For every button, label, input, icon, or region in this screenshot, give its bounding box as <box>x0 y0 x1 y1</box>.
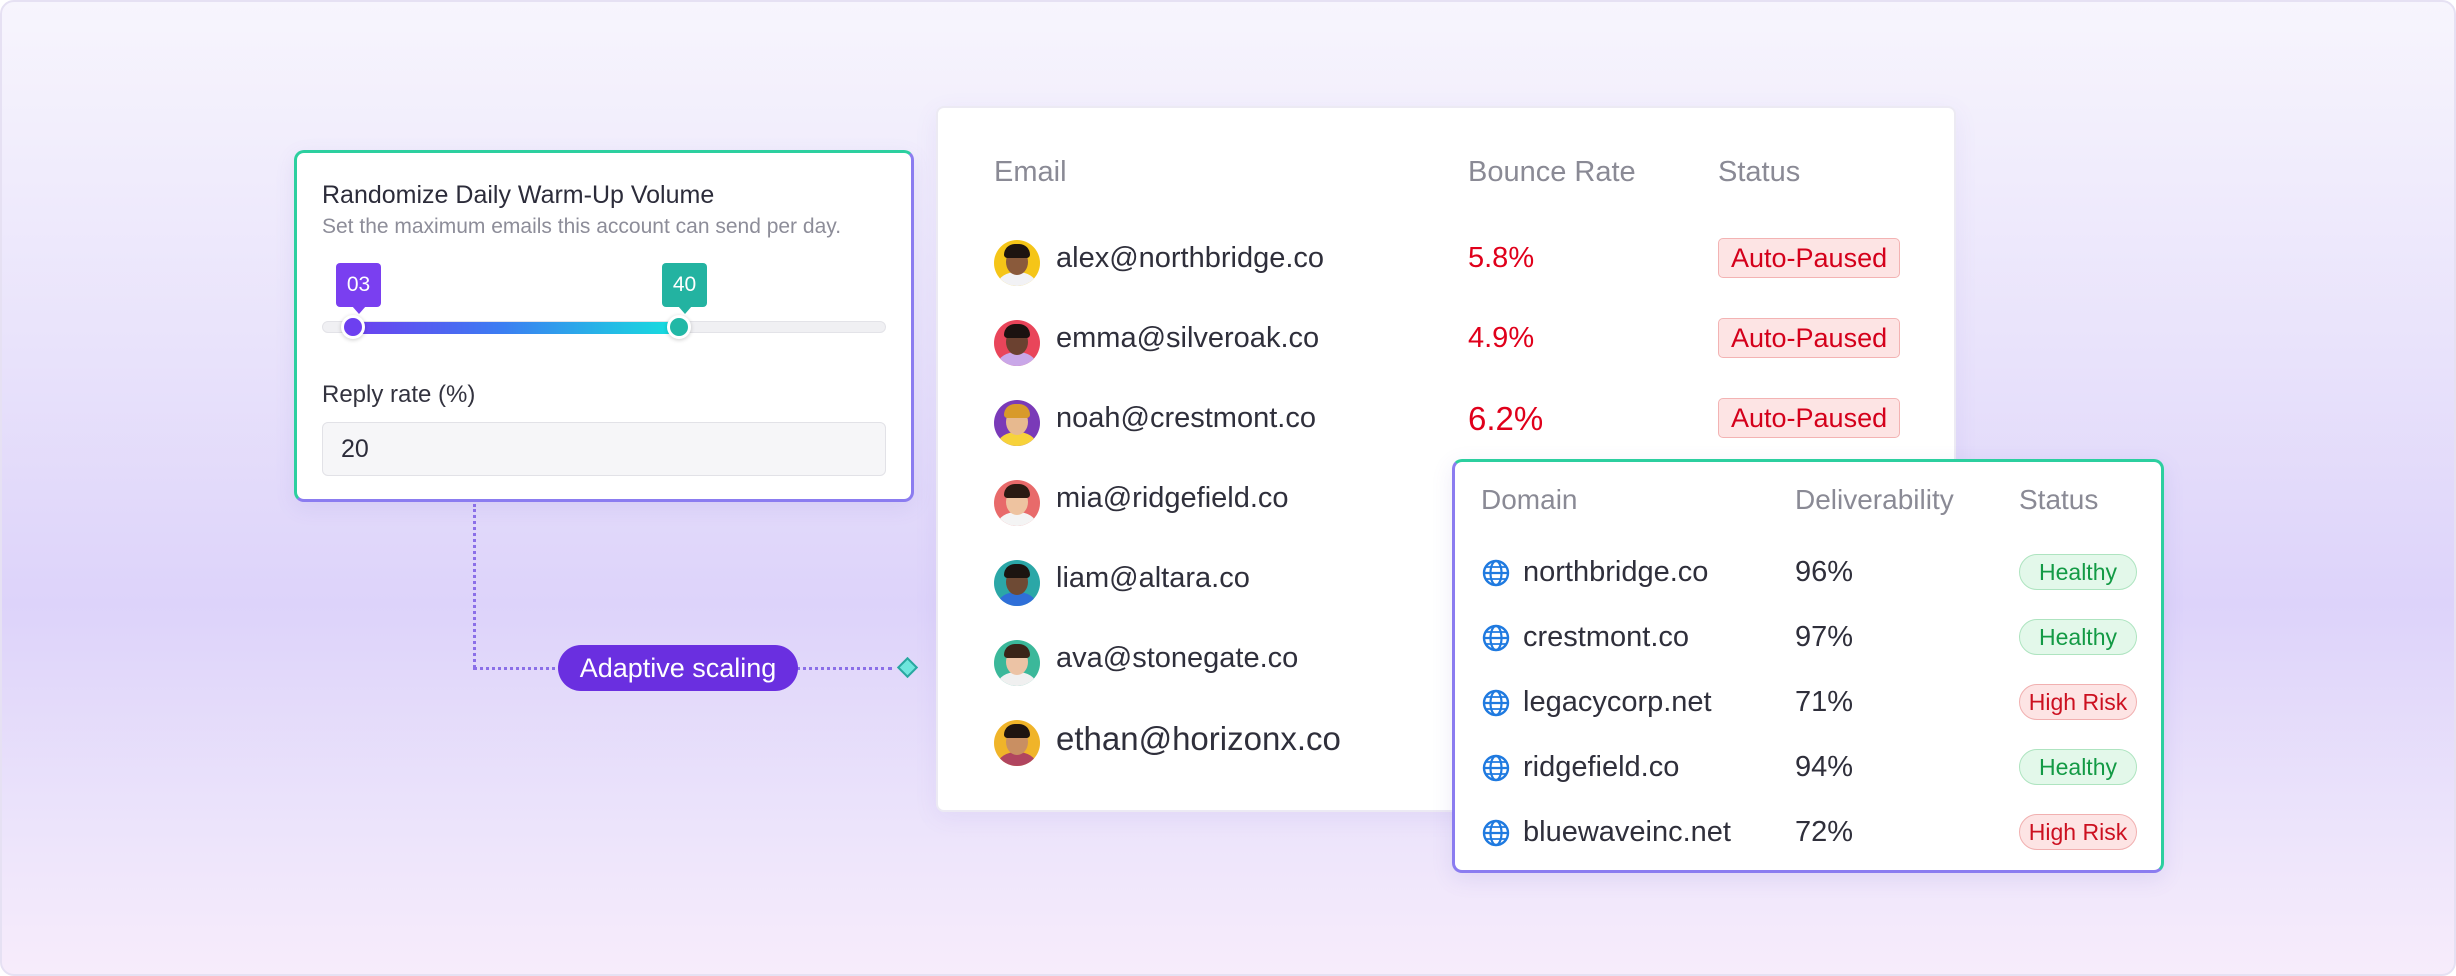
domain-name: crestmont.co <box>1523 621 1689 653</box>
domain-name: bluewaveinc.net <box>1523 816 1731 848</box>
globe-icon <box>1481 623 1511 653</box>
avatar <box>994 720 1040 766</box>
table-row[interactable]: northbridge.co 96% Healthy <box>1455 544 2167 604</box>
slider-min-handle[interactable] <box>341 315 365 339</box>
avatar <box>994 240 1040 286</box>
status-badge: Auto-Paused <box>1718 318 1901 358</box>
connector-line-vertical <box>473 504 476 668</box>
slider-max-value: 40 <box>662 263 707 314</box>
bounce-rate: 4.9% <box>1468 322 1535 354</box>
reply-rate-input[interactable] <box>322 422 886 476</box>
table-row[interactable]: mia@ridgefield.co <box>938 468 1958 548</box>
domain-health-table: Domain Deliverability Status northbridge… <box>1452 459 2164 873</box>
avatar <box>994 640 1040 686</box>
account-email: alex@northbridge.co <box>1056 242 1325 274</box>
volume-slider-range <box>352 322 679 334</box>
table-row[interactable]: noah@crestmont.co 6.2% Auto-Paused <box>938 388 1958 468</box>
avatar <box>994 480 1040 526</box>
warmup-subtitle: Set the maximum emails this account can … <box>322 215 842 238</box>
header-deliverability: Deliverability <box>1795 484 1954 515</box>
header-status: Status <box>1718 156 1801 188</box>
deliverability-value: 71% <box>1795 686 1854 718</box>
account-email: liam@altara.co <box>1056 562 1250 594</box>
deliverability-value: 96% <box>1795 556 1854 588</box>
status-badge: Auto-Paused <box>1718 238 1901 278</box>
connector-line-right <box>796 667 892 670</box>
deliverability-value: 94% <box>1795 751 1854 783</box>
header-domain: Domain <box>1481 484 1578 515</box>
bounce-rate: 5.8% <box>1468 242 1535 274</box>
globe-icon <box>1481 558 1511 588</box>
reply-rate-label: Reply rate (%) <box>322 381 476 408</box>
warmup-title: Randomize Daily Warm-Up Volume <box>322 181 715 209</box>
status-badge: Healthy <box>2019 749 2137 785</box>
slider-max-handle[interactable] <box>667 315 691 339</box>
avatar <box>994 560 1040 606</box>
domain-name: ridgefield.co <box>1523 751 1680 783</box>
deliverability-value: 72% <box>1795 816 1854 848</box>
account-email: mia@ridgefield.co <box>1056 482 1289 514</box>
table-row[interactable]: alex@northbridge.co 5.8% Auto-Paused <box>938 228 1958 308</box>
table-row[interactable]: liam@altara.co <box>938 548 1958 628</box>
domain-name: legacycorp.net <box>1523 686 1712 718</box>
table-row[interactable]: crestmont.co 97% Healthy <box>1455 609 2167 669</box>
header-email: Email <box>994 156 1067 188</box>
status-badge: Healthy <box>2019 554 2137 590</box>
account-email: noah@crestmont.co <box>1056 402 1316 434</box>
bounce-rate: 6.2% <box>1468 400 1544 437</box>
deliverability-value: 97% <box>1795 621 1854 653</box>
account-email: ethan@horizonx.co <box>1056 720 1341 757</box>
status-badge: High Risk <box>2019 684 2137 720</box>
status-badge: High Risk <box>2019 814 2137 850</box>
status-badge: Auto-Paused <box>1718 398 1901 438</box>
globe-icon <box>1481 688 1511 718</box>
table-row[interactable]: ava@stonegate.co <box>938 628 1958 708</box>
table-row[interactable]: ethan@horizonx.co <box>938 708 1958 788</box>
table-row[interactable]: ridgefield.co 94% Healthy <box>1455 739 2167 799</box>
avatar <box>994 320 1040 366</box>
globe-icon <box>1481 818 1511 848</box>
adaptive-scaling-pill: Adaptive scaling <box>558 645 798 691</box>
avatar <box>994 400 1040 446</box>
table-row[interactable]: emma@silveroak.co 4.9% Auto-Paused <box>938 308 1958 388</box>
connector-line-left <box>473 667 563 670</box>
account-email: emma@silveroak.co <box>1056 322 1320 354</box>
domain-name: northbridge.co <box>1523 556 1709 588</box>
slider-min-value: 03 <box>336 263 381 314</box>
table-row[interactable]: bluewaveinc.net 72% High Risk <box>1455 804 2167 864</box>
header-domain-status: Status <box>2019 484 2099 515</box>
connector-node <box>896 656 919 679</box>
warmup-settings-card: Randomize Daily Warm-Up Volume Set the m… <box>294 150 914 502</box>
table-row[interactable]: legacycorp.net 71% High Risk <box>1455 674 2167 734</box>
globe-icon <box>1481 753 1511 783</box>
header-bounce-rate: Bounce Rate <box>1468 156 1636 188</box>
status-badge: Healthy <box>2019 619 2137 655</box>
account-email: ava@stonegate.co <box>1056 642 1299 674</box>
